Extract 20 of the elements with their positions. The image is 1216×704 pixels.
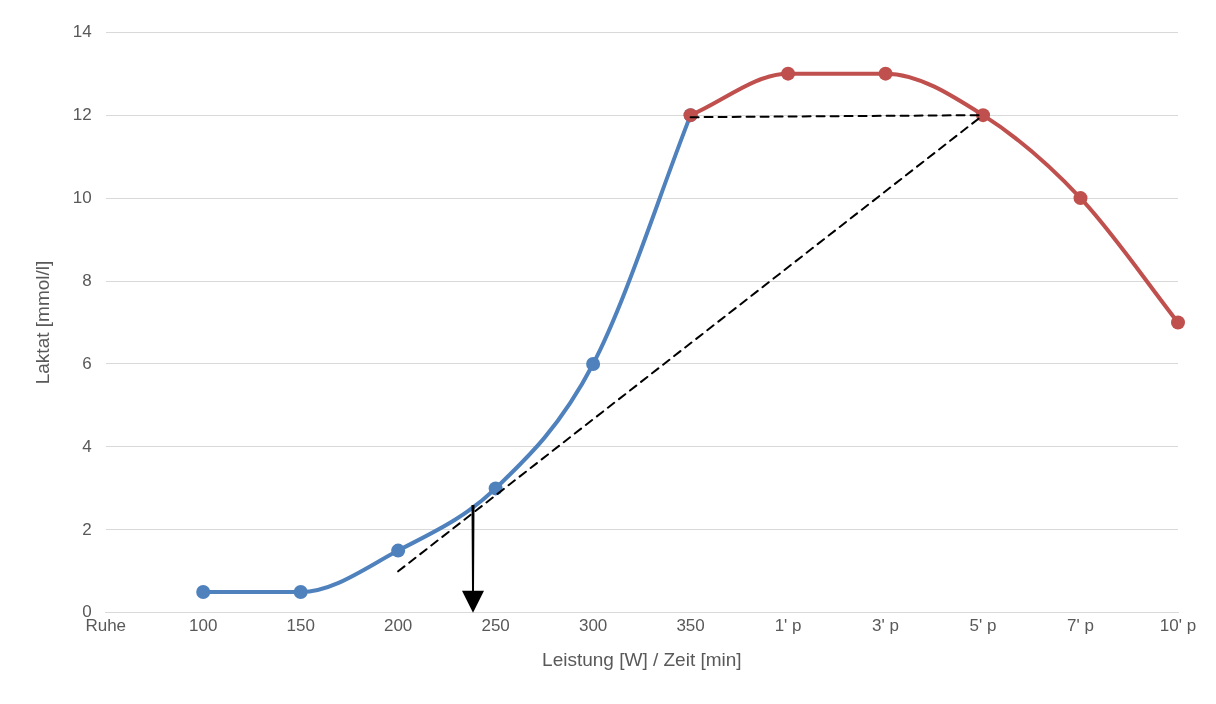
x-tick-label: 1' p (774, 615, 802, 635)
x-tick-label: 5' p (969, 615, 997, 635)
x-tick-label: 7' p (1067, 615, 1094, 635)
x-tick-label: 10' p (1159, 615, 1197, 635)
y-tick-label: 14 (72, 21, 92, 41)
x-axis-title: Leistung [W] / Zeit [min] (542, 648, 742, 670)
y-tick-label: 4 (82, 436, 92, 456)
x-tick-label: 250 (481, 615, 510, 635)
y-axis-title: Laktat [mmol/l] (31, 260, 53, 385)
x-tick-label: 300 (578, 615, 608, 635)
x-tick-label: 200 (383, 615, 413, 635)
y-tick-label: 8 (82, 270, 92, 290)
x-tick-label: 150 (286, 615, 315, 635)
y-tick-label: 10 (72, 187, 92, 207)
y-tick-label: 6 (82, 353, 92, 373)
x-tick-label: 3' p (872, 615, 899, 635)
y-tick-label: 2 (82, 519, 92, 539)
x-tick-label: 100 (189, 615, 218, 635)
x-tick-label: 350 (676, 615, 705, 635)
y-tick-label: 12 (72, 104, 92, 124)
